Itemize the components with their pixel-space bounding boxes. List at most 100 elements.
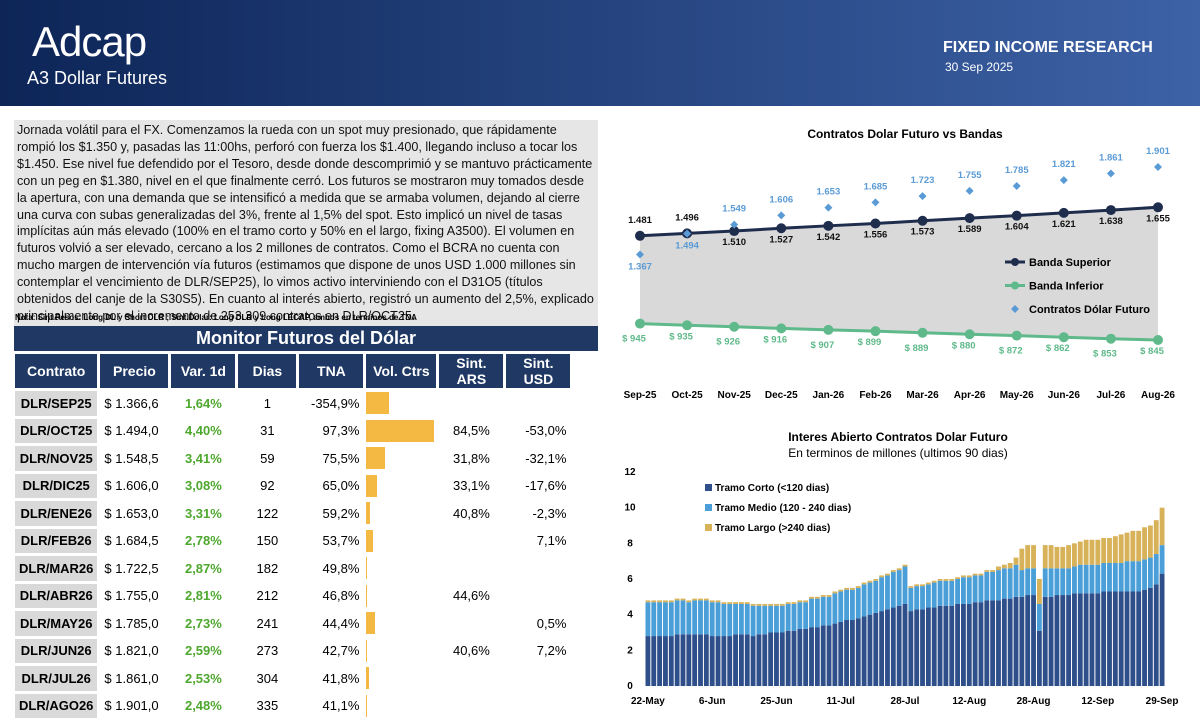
bar-segment — [779, 603, 785, 606]
cell: 46,8% — [299, 584, 363, 609]
point — [682, 320, 693, 331]
bar-segment — [744, 603, 750, 635]
bar-segment — [937, 605, 943, 686]
cell-text: 75,5% — [322, 450, 360, 466]
bar-segment — [803, 628, 809, 686]
point — [823, 324, 834, 335]
cell: $ 1.366,6 — [100, 391, 168, 416]
cell-text: 241 — [256, 615, 279, 631]
chart-title: Interes Abierto Contratos Dolar Futuro — [788, 430, 1008, 444]
cell: 75,5% — [299, 446, 363, 471]
bar-segment — [1136, 561, 1142, 592]
cell — [366, 419, 436, 444]
cell: 7,1% — [506, 529, 570, 554]
bar-segment — [1048, 568, 1054, 597]
cell: 2,87% — [171, 556, 235, 581]
volume-bar — [366, 667, 370, 690]
bar-segment — [955, 579, 961, 604]
bar-segment — [768, 605, 774, 633]
bar-segment — [937, 580, 943, 606]
bar-segment — [657, 602, 663, 637]
cell-text: -2,3% — [532, 505, 567, 521]
cell: 2,59% — [171, 639, 235, 664]
bar-segment — [668, 600, 674, 603]
bar-segment — [838, 591, 844, 622]
bar-segment — [937, 579, 943, 581]
bar-segment — [955, 603, 961, 686]
header: Adcap A3 Dollar Futures FIXED INCOME RES… — [0, 0, 1200, 106]
cell-text: 335 — [256, 698, 279, 714]
bar-segment — [1031, 568, 1036, 596]
bar-segment — [908, 586, 914, 588]
bar-segment — [890, 570, 896, 572]
x-tick-label: 28-Aug — [1017, 696, 1051, 707]
bar-segment — [990, 570, 996, 572]
cell: 2,48% — [171, 694, 235, 719]
x-tick-label: Feb-26 — [859, 390, 892, 401]
x-tick-label: Nov-25 — [718, 390, 752, 401]
bar-segment — [1019, 548, 1025, 571]
bar-segment — [1077, 564, 1083, 594]
bar-segment — [1077, 541, 1083, 565]
table-row: DLR/NOV25 $ 1.548,5 3,41% 59 75,5% 31,8% -32,1… — [15, 446, 570, 471]
bar-segment — [692, 598, 698, 601]
bar-segment — [966, 577, 972, 604]
bar-segment — [645, 602, 651, 637]
bar-segment — [663, 602, 668, 637]
cell — [506, 694, 570, 719]
y-tick-label: 12 — [624, 467, 636, 478]
bar-segment — [832, 593, 838, 624]
bar-segment — [657, 600, 663, 603]
point — [1153, 335, 1163, 345]
bar-segment — [1007, 562, 1013, 569]
cell-text: 7,1% — [536, 533, 567, 549]
bar-segment — [814, 596, 820, 599]
x-tick-label: 11-Jul — [827, 696, 856, 707]
bar-segment — [961, 603, 966, 686]
cell: DLR/MAY26 — [15, 611, 98, 636]
data-label: $ 907 — [810, 340, 834, 351]
cell-text: 122 — [256, 505, 279, 521]
bar-segment — [668, 602, 674, 637]
data-label: $ 916 — [763, 334, 787, 345]
cell: DLR/AGO26 — [15, 693, 98, 718]
x-tick-label: 28-Jul — [891, 696, 920, 707]
legend-label: Contratos Dólar Futuro — [1029, 304, 1150, 316]
bar-segment — [715, 600, 721, 603]
data-label: 1.494 — [675, 241, 699, 252]
cell-text: -53,0% — [525, 423, 567, 439]
bar-segment — [1083, 593, 1089, 686]
bar-segment — [925, 582, 931, 585]
bar-segment — [914, 586, 920, 610]
note: Nota: Sint.Pesos: Long DL y Short DLR ; … — [15, 313, 417, 322]
column-header: Vol. Ctrs — [366, 354, 437, 388]
bar-segment — [820, 596, 826, 626]
bar-segment — [1036, 603, 1042, 631]
data-label: $ 880 — [952, 340, 976, 351]
bar-segment — [744, 602, 750, 604]
bar-segment — [680, 600, 686, 635]
bar-segment — [750, 603, 756, 606]
bar-segment — [809, 627, 814, 686]
cell-text: $ 1.366,6 — [104, 395, 159, 411]
bar-segment — [1036, 579, 1042, 604]
bar-segment — [949, 580, 955, 606]
bar-segment — [955, 577, 961, 579]
bar-segment — [1142, 589, 1147, 686]
bar-segment — [914, 609, 920, 686]
diamond-marker — [824, 203, 833, 212]
cell-text: DLR/NOV25 — [19, 450, 93, 466]
cell-text: DLR/OCT25 — [20, 423, 93, 439]
bar-segment — [803, 600, 809, 603]
bar-segment — [1159, 507, 1165, 546]
cell: DLR/ABR26 — [15, 583, 98, 608]
cell: $ 1.653,0 — [100, 501, 168, 526]
bar-segment — [832, 591, 838, 594]
cell — [506, 666, 570, 691]
y-tick-label: 8 — [627, 538, 633, 549]
bar-segment — [896, 570, 902, 606]
bar-segment — [925, 584, 931, 608]
cell — [366, 694, 436, 719]
bar-segment — [1048, 596, 1054, 686]
data-label: 1.556 — [864, 230, 888, 241]
